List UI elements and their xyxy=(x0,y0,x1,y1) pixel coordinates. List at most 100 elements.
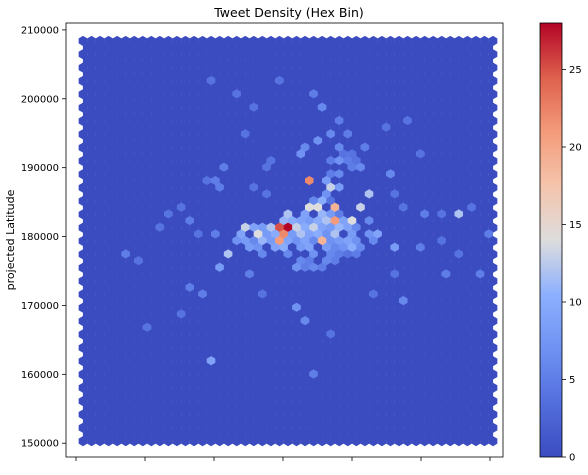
hex-cell xyxy=(339,309,348,320)
hex-cell xyxy=(386,436,395,447)
hex-cell xyxy=(433,429,442,440)
hex-cell xyxy=(305,215,314,227)
hex-cell xyxy=(266,195,276,207)
hex-cell xyxy=(172,35,182,46)
hex-cell xyxy=(467,122,476,133)
hex-cell xyxy=(292,62,301,73)
hex-cell xyxy=(403,316,412,327)
hex-cell xyxy=(356,376,365,387)
hex-cell xyxy=(108,82,118,93)
hex-cell xyxy=(258,236,267,247)
hex-cell xyxy=(112,329,122,340)
hex-cell xyxy=(360,356,370,367)
hex-cell xyxy=(82,336,92,347)
hex-cell xyxy=(87,236,96,247)
hex-cell xyxy=(215,195,225,207)
hex-cell xyxy=(428,89,438,100)
hex-cell xyxy=(322,362,331,373)
hex-cell xyxy=(339,69,348,80)
hex-cell xyxy=(313,376,323,387)
hex-cell xyxy=(78,222,88,233)
hex-cell xyxy=(232,382,242,393)
hex-cell xyxy=(138,142,148,153)
hex-cell xyxy=(467,362,476,373)
hex-cell xyxy=(202,189,212,200)
hex-cell xyxy=(390,122,400,133)
hex-cell xyxy=(138,396,148,407)
hex-cell xyxy=(343,195,353,207)
hex-cell xyxy=(232,75,242,86)
hex-cell xyxy=(484,162,494,173)
hex-cell xyxy=(87,396,96,407)
hex-cell xyxy=(471,62,481,73)
hex-cell xyxy=(146,195,156,207)
hex-cell xyxy=(236,349,246,360)
hex-cell xyxy=(488,102,498,113)
hex-cell xyxy=(441,189,451,200)
hex-cell xyxy=(326,89,336,100)
hex-cell xyxy=(159,162,169,173)
hex-cell xyxy=(424,349,434,360)
hex-cell xyxy=(373,69,383,80)
hex-cell xyxy=(454,102,464,113)
hex-cell xyxy=(437,182,447,193)
hex-cell xyxy=(441,175,451,187)
hex-cell xyxy=(454,276,464,287)
hex-cell xyxy=(326,409,336,420)
hex-cell xyxy=(326,356,336,367)
hex-cell xyxy=(112,262,122,273)
hex-cell xyxy=(292,75,301,86)
hex-cell xyxy=(454,195,464,207)
hex-cell xyxy=(296,215,306,227)
hex-cell xyxy=(142,242,152,253)
hex-cell xyxy=(189,89,199,100)
hex-cell xyxy=(373,309,383,320)
hex-cell xyxy=(360,316,370,327)
hex-cell xyxy=(296,389,306,400)
hex-cell xyxy=(403,249,412,260)
hex-cell xyxy=(121,422,131,433)
hex-cell xyxy=(87,382,96,393)
hex-cell xyxy=(134,282,143,293)
hex-cell xyxy=(463,62,472,73)
hex-cell xyxy=(287,322,297,333)
hex-cell xyxy=(95,115,105,126)
hex-cell xyxy=(488,222,498,233)
hex-cell xyxy=(467,309,476,320)
hex-cell xyxy=(475,282,485,293)
hex-cell xyxy=(305,416,314,427)
hex-cell xyxy=(287,349,297,360)
hex-cell xyxy=(211,69,220,80)
hex-cell xyxy=(428,35,438,46)
hex-cell xyxy=(454,155,464,167)
hex-cell xyxy=(125,256,135,267)
hex-cell xyxy=(129,276,139,287)
hex-cell xyxy=(215,169,225,180)
hex-cell xyxy=(125,269,135,280)
hex-cell xyxy=(185,175,195,187)
hex-cell xyxy=(411,102,421,113)
hex-cell xyxy=(394,436,404,447)
hex-cell xyxy=(275,422,284,433)
hex-cell xyxy=(424,242,434,253)
hex-cell xyxy=(236,189,246,200)
hex-cell xyxy=(176,402,186,413)
hex-cell xyxy=(223,262,233,273)
hex-cell xyxy=(215,182,225,193)
hex-cell xyxy=(428,62,438,73)
hex-cell xyxy=(467,42,476,53)
hex-cell xyxy=(484,149,494,160)
hex-cell xyxy=(334,236,344,247)
hex-cell xyxy=(108,416,118,427)
hex-cell xyxy=(219,215,229,227)
hex-cell xyxy=(351,35,361,46)
hex-cell xyxy=(104,236,113,247)
hex-cell xyxy=(305,189,314,200)
hex-cell xyxy=(488,115,498,126)
hex-cell xyxy=(471,409,481,420)
hex-cell xyxy=(488,302,498,313)
hex-cell xyxy=(181,436,190,447)
hex-cell xyxy=(428,262,438,273)
hex-cell xyxy=(471,209,481,220)
hex-cell xyxy=(104,329,113,340)
